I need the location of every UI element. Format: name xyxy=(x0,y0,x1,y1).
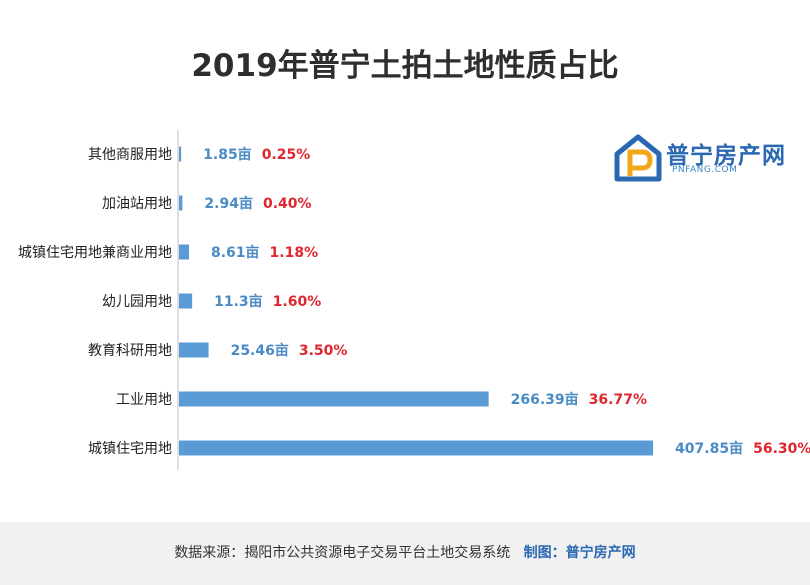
category-label: 幼儿园用地 xyxy=(102,294,172,310)
source-text: 揭阳市公共资源电子交易平台土地交易系统 xyxy=(244,545,511,561)
bar xyxy=(179,391,489,407)
chart-title: 2019年普宁土拍土地性质占比 xyxy=(191,48,619,84)
value-label: 407.85亩 xyxy=(675,440,743,457)
value-label: 266.39亩 xyxy=(511,391,579,408)
footer: 数据来源：揭阳市公共资源电子交易平台土地交易系统 制图：普宁房产网 xyxy=(0,522,810,585)
percent-label: 56.30% xyxy=(753,441,810,457)
value-label: 25.46亩 xyxy=(231,342,289,359)
value-label: 2.94亩 xyxy=(204,195,253,212)
category-label: 城镇住宅用地兼商业用地 xyxy=(18,245,172,261)
percent-label: 36.77% xyxy=(589,392,647,408)
logo-domain: PNFANG.COM xyxy=(672,165,738,175)
category-label: 城镇住宅用地 xyxy=(88,441,172,457)
category-label: 其他商服用地 xyxy=(88,147,172,163)
bar xyxy=(179,342,209,358)
logo-name: 普宁房产网 xyxy=(666,143,786,169)
house-p-logo-icon xyxy=(614,134,662,182)
percent-label: 0.40% xyxy=(263,196,312,212)
category-label: 工业用地 xyxy=(116,392,172,408)
bar xyxy=(179,440,654,456)
value-label: 8.61亩 xyxy=(211,244,260,261)
percent-label: 3.50% xyxy=(299,343,348,359)
source-label: 数据来源： xyxy=(174,545,245,561)
bar xyxy=(179,244,190,260)
credit-name: 普宁房产网 xyxy=(565,545,636,561)
percent-label: 1.18% xyxy=(270,245,319,261)
bar xyxy=(179,195,183,211)
bar xyxy=(179,146,182,162)
value-label: 11.3亩 xyxy=(214,293,263,310)
bar-chart: 其他商服用地 1.85亩 0.25% 加油站用地 2.94亩 0.40% 城镇住宅用地兼商业… xyxy=(18,130,810,470)
site-logo: 普宁房产网 PNFANG.COM xyxy=(614,132,786,186)
percent-label: 1.60% xyxy=(273,294,322,310)
credit-label: 制图： xyxy=(523,545,566,561)
percent-label: 0.25% xyxy=(262,147,311,163)
value-label: 1.85亩 xyxy=(203,146,252,163)
category-label: 教育科研用地 xyxy=(88,343,172,359)
category-label: 加油站用地 xyxy=(102,196,172,212)
bar xyxy=(179,293,193,309)
